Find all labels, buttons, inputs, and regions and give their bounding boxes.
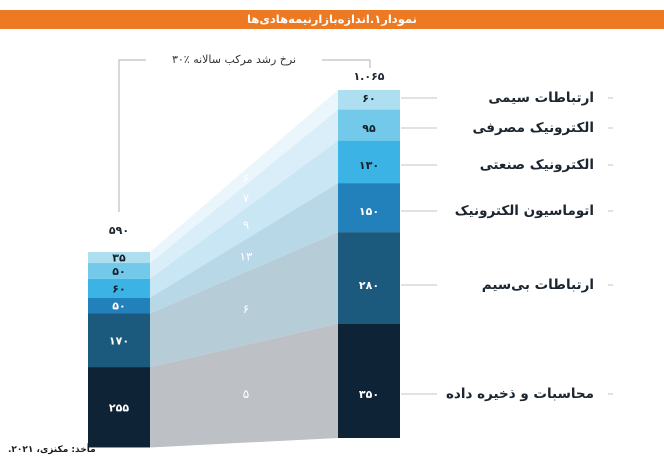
flow-band xyxy=(150,109,338,279)
left-bar-segment xyxy=(88,367,150,448)
left-bar-segment xyxy=(88,297,150,314)
right-segment-value: ۳۵۰ xyxy=(359,388,379,401)
left-bar-segment xyxy=(88,278,150,298)
title-bar: نمودار۱.اندازه‌بازارنیمه‌هادی‌ها xyxy=(0,10,664,29)
category-label: الکترونیک مصرفی xyxy=(472,120,594,136)
flow-band xyxy=(150,90,338,264)
right-bar-segment xyxy=(338,232,400,324)
left-segment-value: ۵۰ xyxy=(112,265,125,278)
flow-band xyxy=(150,140,338,298)
flow-band xyxy=(150,183,338,314)
total-label-right: ۱.۰۶۵ xyxy=(353,70,385,83)
left-segment-value: ۵۰ xyxy=(112,300,125,313)
category-label: محاسبات و ذخیره داده xyxy=(445,386,594,402)
flow-band-label: ۹ xyxy=(243,218,249,232)
category-label: الکترونیک صنعتی xyxy=(479,157,594,173)
right-segment-value: ۹۵ xyxy=(362,122,376,135)
right-bar-segment xyxy=(338,183,400,233)
category-label: ارتباطات بی‌سیم xyxy=(481,277,594,293)
right-segment-value: ۱۵۰ xyxy=(359,205,379,218)
flow-band-label: ۱۳ xyxy=(240,250,253,264)
right-bar-segment xyxy=(338,109,400,141)
left-bar-segment xyxy=(88,263,150,279)
flow-band-label: ۶ xyxy=(243,302,249,316)
right-segment-value: ۲۸۰ xyxy=(359,279,379,292)
left-segment-value: ۶۰ xyxy=(112,282,125,295)
source-note: مأخذ: مکنزی، ۲۰۲۱. xyxy=(8,445,96,455)
cagr-annotation: نرخ رشد مرکب سالانه ٪۳۰ xyxy=(146,52,322,67)
left-bar-segment xyxy=(88,313,150,368)
category-label: ارتباطات سیمی xyxy=(488,90,594,106)
total-label-left: ۵۹۰ xyxy=(108,224,130,237)
right-bar-segment xyxy=(338,90,400,110)
right-bar-segment xyxy=(338,323,400,438)
right-bar-segment xyxy=(338,140,400,184)
flow-band-label: ۵ xyxy=(243,387,249,401)
flow-band-label: ۶ xyxy=(243,172,249,186)
flow-band-label: ۷ xyxy=(243,191,250,205)
right-segment-value: ۱۳۰ xyxy=(359,159,379,172)
flow-band xyxy=(150,232,338,368)
flow-band xyxy=(150,323,338,448)
left-segment-value: ۳۵ xyxy=(112,252,126,265)
left-bar-segment xyxy=(88,252,150,264)
chart-title: نمودار۱.اندازه‌بازارنیمه‌هادی‌ها xyxy=(247,12,417,26)
left-segment-value: ۱۷۰ xyxy=(109,334,129,347)
right-segment-value: ۶۰ xyxy=(362,92,375,105)
left-segment-value: ۲۵۵ xyxy=(109,401,129,414)
category-label: اتوماسیون الکترونیک xyxy=(454,203,594,219)
